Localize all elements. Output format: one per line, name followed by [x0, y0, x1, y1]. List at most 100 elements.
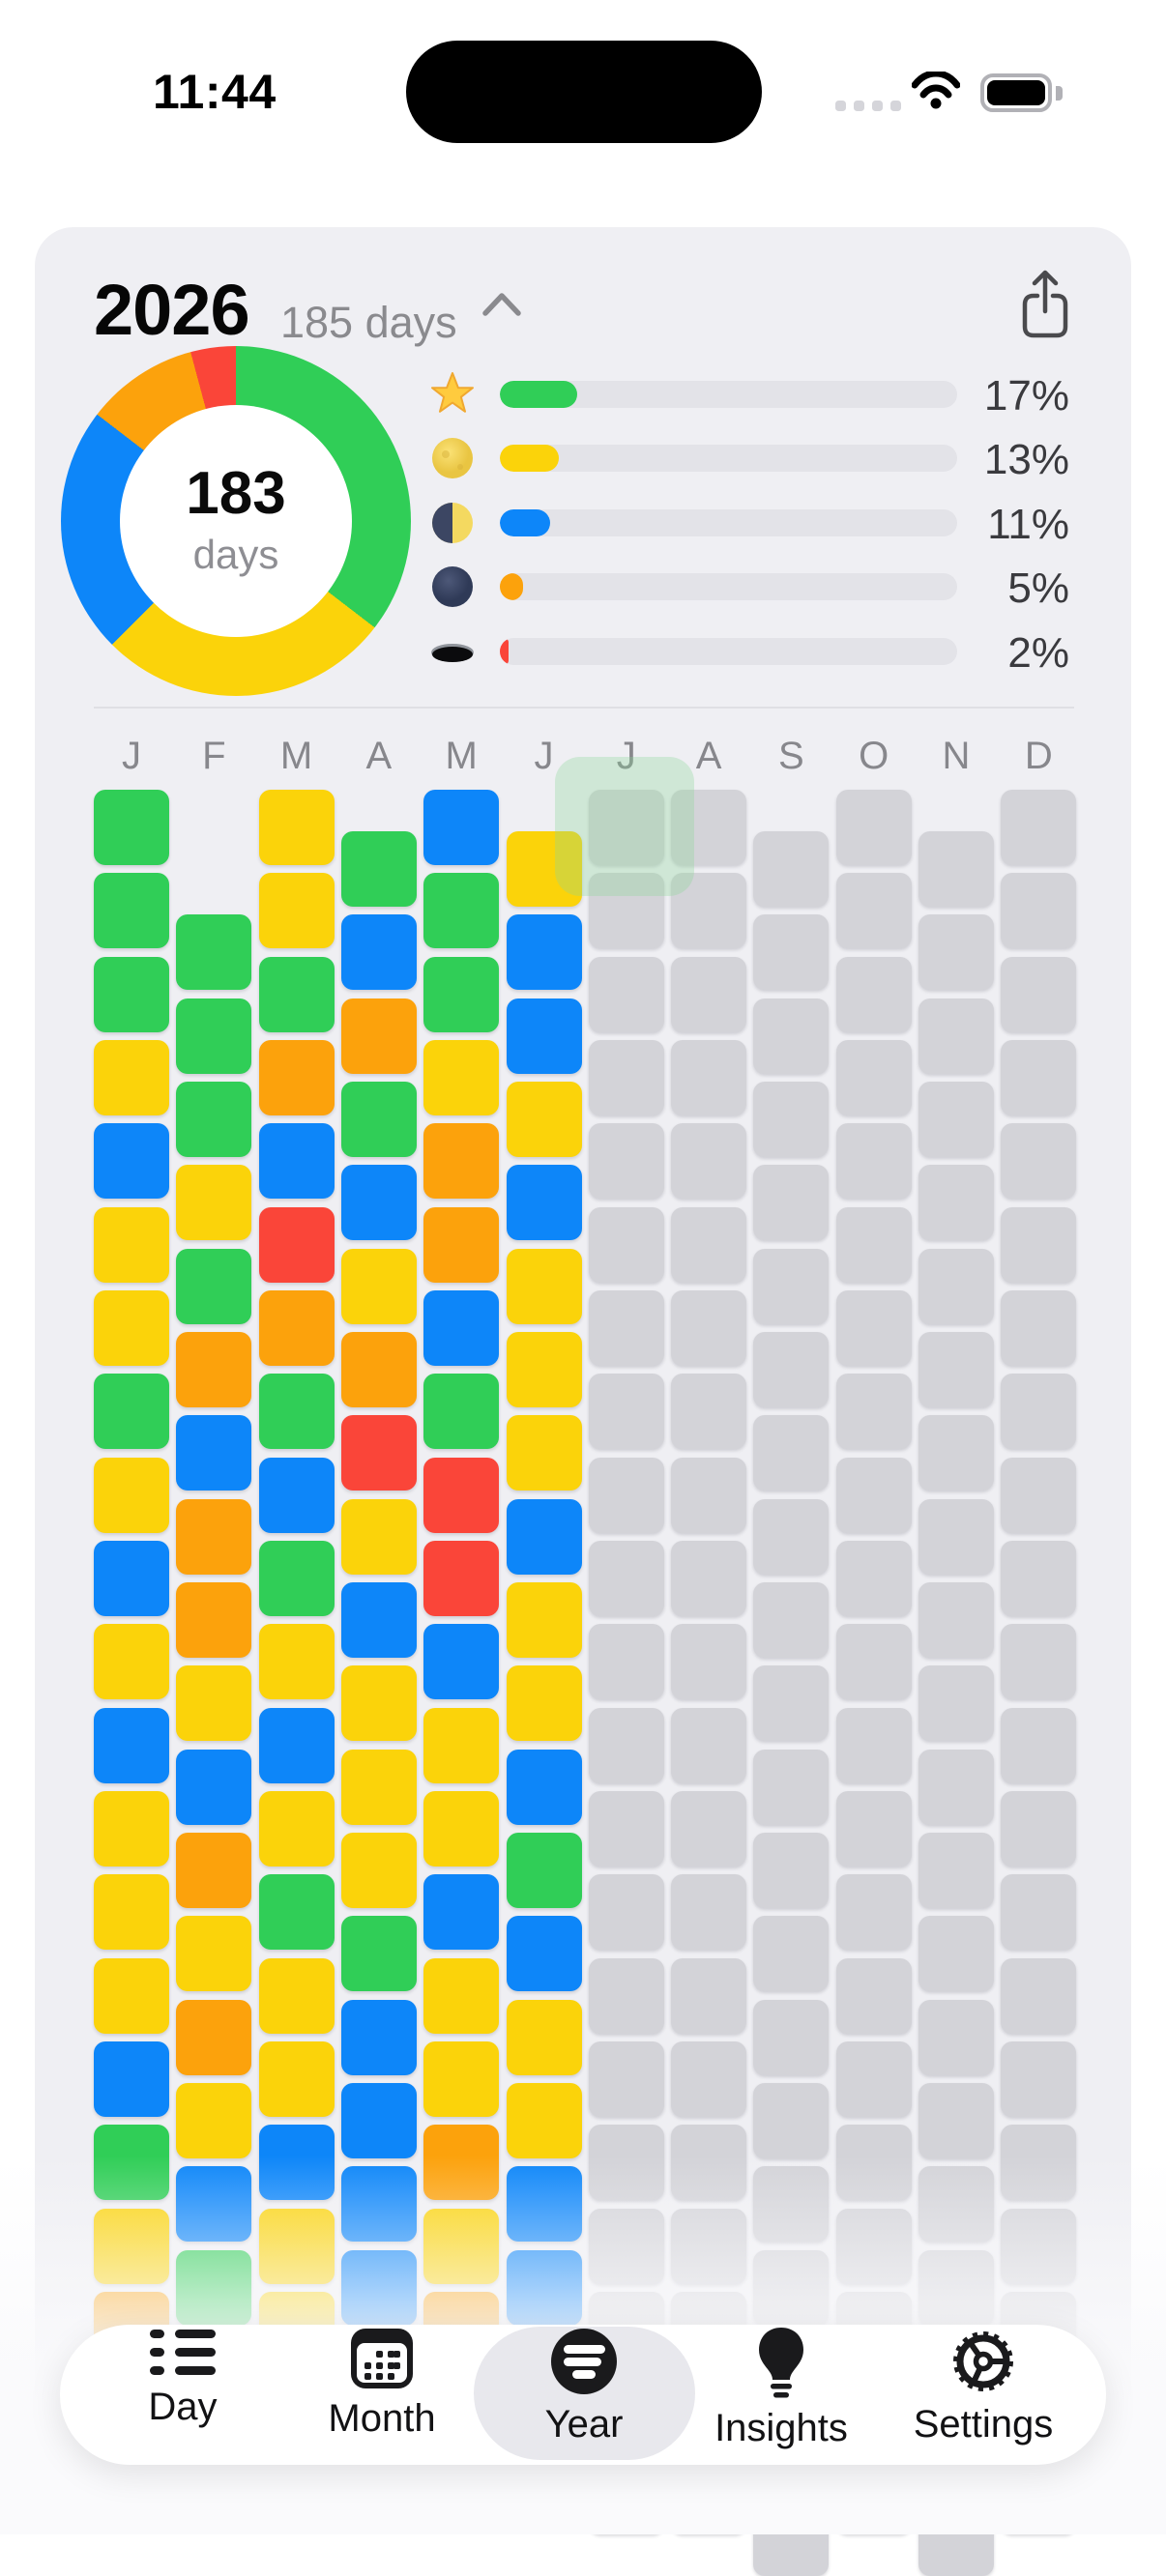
day-cell[interactable]: [1001, 1289, 1077, 1366]
day-cell[interactable]: [671, 873, 747, 949]
day-cell[interactable]: [258, 1206, 335, 1283]
day-cell[interactable]: [835, 1039, 912, 1115]
day-cell[interactable]: [176, 1498, 252, 1575]
day-cell[interactable]: [918, 1415, 994, 1491]
day-cell[interactable]: [671, 1624, 747, 1700]
day-cell[interactable]: [588, 1039, 664, 1115]
day-cell[interactable]: [1001, 1206, 1077, 1283]
day-cell[interactable]: [340, 1582, 417, 1659]
day-cell[interactable]: [671, 1123, 747, 1200]
day-cell[interactable]: [1001, 1874, 1077, 1951]
day-cell[interactable]: [588, 1374, 664, 1450]
day-cell[interactable]: [506, 1833, 582, 1909]
day-cell[interactable]: [588, 790, 664, 865]
day-cell[interactable]: [176, 1248, 252, 1324]
day-cell[interactable]: [918, 1165, 994, 1241]
day-cell[interactable]: [753, 1665, 830, 1742]
day-cell[interactable]: [753, 1415, 830, 1491]
day-cell[interactable]: [258, 1957, 335, 2034]
day-cell[interactable]: [94, 1874, 169, 1951]
day-cell[interactable]: [835, 1790, 912, 1867]
day-cell[interactable]: [835, 1957, 912, 2034]
day-cell[interactable]: [918, 1082, 994, 1158]
day-cell[interactable]: [918, 914, 994, 991]
day-cell[interactable]: [506, 1916, 582, 1992]
day-cell[interactable]: [588, 1790, 664, 1867]
day-cell[interactable]: [423, 1039, 500, 1115]
tab-day[interactable]: Day: [86, 2328, 279, 2459]
day-cell[interactable]: [340, 998, 417, 1074]
day-cell[interactable]: [671, 2041, 747, 2117]
day-cell[interactable]: [506, 914, 582, 991]
day-cell[interactable]: [423, 1790, 500, 1867]
day-cell[interactable]: [506, 1082, 582, 1158]
tab-settings[interactable]: Settings: [887, 2328, 1080, 2459]
day-cell[interactable]: [340, 914, 417, 991]
day-cell[interactable]: [918, 1332, 994, 1408]
day-cell[interactable]: [1001, 1374, 1077, 1450]
day-cell[interactable]: [918, 1999, 994, 2075]
day-cell[interactable]: [423, 873, 500, 949]
day-cell[interactable]: [588, 1707, 664, 1783]
day-cell[interactable]: [94, 1374, 169, 1450]
day-cell[interactable]: [506, 1415, 582, 1491]
day-cell[interactable]: [506, 1582, 582, 1659]
day-cell[interactable]: [423, 1624, 500, 1700]
day-cell[interactable]: [918, 998, 994, 1074]
day-cell[interactable]: [506, 1749, 582, 1825]
day-cell[interactable]: [423, 1540, 500, 1616]
day-cell[interactable]: [671, 1457, 747, 1533]
day-cell[interactable]: [506, 831, 582, 908]
day-cell[interactable]: [176, 1415, 252, 1491]
day-cell[interactable]: [423, 1457, 500, 1533]
day-cell[interactable]: [1001, 1123, 1077, 1200]
day-cell[interactable]: [671, 1374, 747, 1450]
day-cell[interactable]: [94, 1790, 169, 1867]
day-cell[interactable]: [340, 1999, 417, 2075]
day-cell[interactable]: [94, 873, 169, 949]
day-cell[interactable]: [340, 1665, 417, 1742]
day-cell[interactable]: [258, 1039, 335, 1115]
day-cell[interactable]: [1001, 1707, 1077, 1783]
day-cell[interactable]: [506, 998, 582, 1074]
day-cell[interactable]: [671, 790, 747, 865]
day-cell[interactable]: [918, 1248, 994, 1324]
day-cell[interactable]: [340, 1082, 417, 1158]
day-cell[interactable]: [918, 1916, 994, 1992]
day-cell[interactable]: [176, 1165, 252, 1241]
day-cell[interactable]: [671, 1206, 747, 1283]
day-cell[interactable]: [258, 1790, 335, 1867]
day-cell[interactable]: [1001, 873, 1077, 949]
day-cell[interactable]: [506, 1165, 582, 1241]
day-cell[interactable]: [588, 2041, 664, 2117]
day-cell[interactable]: [176, 1082, 252, 1158]
day-cell[interactable]: [753, 1248, 830, 1324]
day-cell[interactable]: [423, 1707, 500, 1783]
day-cell[interactable]: [588, 1624, 664, 1700]
day-cell[interactable]: [1001, 790, 1077, 865]
day-cell[interactable]: [94, 1540, 169, 1616]
day-cell[interactable]: [258, 790, 335, 865]
day-cell[interactable]: [176, 1916, 252, 1992]
day-cell[interactable]: [423, 1374, 500, 1450]
day-cell[interactable]: [423, 2041, 500, 2117]
day-cell[interactable]: [753, 1833, 830, 1909]
day-cell[interactable]: [835, 956, 912, 1032]
day-cell[interactable]: [671, 1039, 747, 1115]
day-cell[interactable]: [94, 1289, 169, 1366]
day-cell[interactable]: [753, 1332, 830, 1408]
day-cell[interactable]: [258, 1123, 335, 1200]
day-cell[interactable]: [918, 1749, 994, 1825]
day-cell[interactable]: [753, 998, 830, 1074]
day-cell[interactable]: [753, 1749, 830, 1825]
day-cell[interactable]: [176, 998, 252, 1074]
day-cell[interactable]: [588, 1289, 664, 1366]
day-cell[interactable]: [835, 2041, 912, 2117]
day-cell[interactable]: [258, 2041, 335, 2117]
day-cell[interactable]: [176, 1833, 252, 1909]
day-cell[interactable]: [753, 2083, 830, 2159]
day-cell[interactable]: [671, 1957, 747, 2034]
day-cell[interactable]: [918, 1498, 994, 1575]
day-cell[interactable]: [258, 956, 335, 1032]
day-cell[interactable]: [94, 1123, 169, 1200]
